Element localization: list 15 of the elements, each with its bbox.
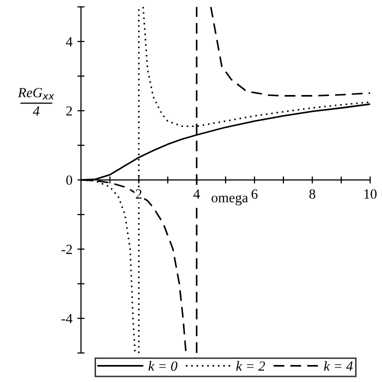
- x-tick-label: 6: [252, 189, 258, 199]
- x-axis-title: omega: [212, 195, 248, 206]
- legend-label: k = 4: [324, 361, 353, 371]
- y-tick-label: 4: [66, 37, 72, 46]
- y-axis-title: ReG$_{xx}$ 4: [18, 88, 54, 116]
- x-tick-label: 4: [193, 189, 200, 199]
- y-tick-label: -4: [62, 314, 72, 324]
- x-tick-label: 8: [309, 189, 316, 199]
- legend-label: k = 2: [236, 361, 265, 371]
- legend-label: k = 0: [148, 361, 178, 371]
- y-tick-label: -2: [62, 244, 72, 254]
- x-tick-label: 2: [136, 189, 142, 199]
- x-tick-label: 10: [364, 189, 377, 199]
- y-tick-label: 0: [66, 176, 72, 185]
- y-tick-label: 2: [66, 106, 72, 116]
